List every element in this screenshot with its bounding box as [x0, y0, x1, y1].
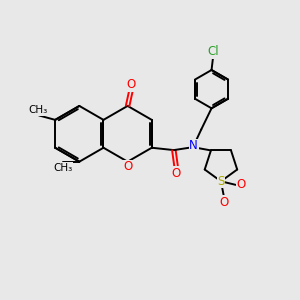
Text: O: O: [236, 178, 246, 191]
Text: O: O: [127, 78, 136, 91]
Text: N: N: [189, 139, 198, 152]
Text: O: O: [219, 196, 229, 209]
Text: O: O: [123, 160, 132, 173]
Text: O: O: [172, 167, 181, 180]
Text: CH₃: CH₃: [53, 163, 72, 172]
Text: CH₃: CH₃: [29, 105, 48, 115]
Text: Cl: Cl: [207, 45, 219, 58]
Text: S: S: [217, 175, 225, 188]
